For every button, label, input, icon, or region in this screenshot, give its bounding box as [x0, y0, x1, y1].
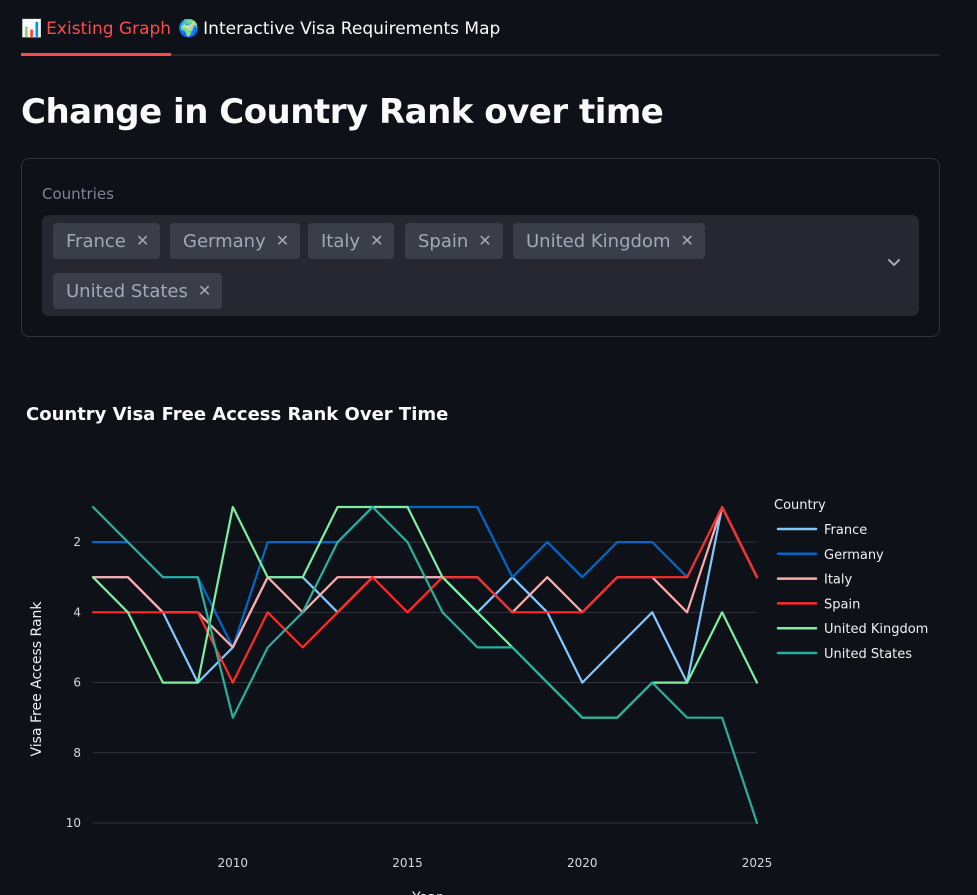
tag-label: United States — [66, 280, 188, 302]
series-line-united-states — [91, 505, 759, 825]
legend-entry: Spain — [824, 597, 860, 612]
chart-title: Country Visa Free Access Rank Over Time — [26, 404, 449, 425]
remove-tag-icon[interactable]: ✕ — [197, 281, 212, 300]
countries-multiselect[interactable]: France ✕ Germany ✕ Italy ✕ Spain ✕ Unite… — [42, 215, 919, 316]
tag-label: Germany — [183, 230, 266, 252]
y-tick-label: 4 — [73, 605, 81, 619]
legend-entry: France — [824, 523, 867, 538]
tag-label: Spain — [418, 230, 469, 252]
legend-entry: Germany — [824, 548, 884, 563]
tag-italy: Italy ✕ — [308, 223, 395, 259]
remove-tag-icon[interactable]: ✕ — [370, 231, 384, 250]
y-tick-label: 6 — [73, 676, 81, 690]
x-tick-label: 2025 — [742, 856, 773, 870]
remove-tag-icon[interactable]: ✕ — [275, 231, 290, 250]
tab-existing-graph[interactable]: 📊 Existing Graph — [21, 16, 172, 56]
x-axis-title: Year — [411, 890, 442, 895]
tag-label: Italy — [321, 230, 361, 252]
tag-united-kingdom: United Kingdom ✕ — [513, 223, 705, 259]
remove-tag-icon[interactable]: ✕ — [680, 231, 694, 250]
x-tick-label: 2010 — [218, 856, 249, 870]
globe-icon: 🌍 — [178, 19, 200, 39]
tag-united-states: United States ✕ — [53, 273, 223, 309]
x-tick-label: 2020 — [567, 856, 598, 870]
tag-label: France — [66, 230, 126, 252]
x-tick-label: 2015 — [392, 856, 423, 870]
line-chart: 2 4 6 8 10 2010 2015 2020 2025 Visa Free Access R… — [29, 498, 928, 895]
remove-tag-icon[interactable]: ✕ — [135, 231, 150, 250]
page-title: Change in Country Rank over time — [21, 92, 664, 132]
chevron-down-icon[interactable] — [887, 255, 901, 269]
tag-spain: Spain ✕ — [405, 223, 503, 259]
y-tick-label: 2 — [73, 535, 81, 549]
bar-chart-icon: 📊 — [21, 19, 43, 39]
countries-filter-panel: Countries France ✕ Germany ✕ Italy ✕ Spa… — [21, 158, 940, 337]
series-line-germany — [91, 505, 759, 649]
tag-germany: Germany ✕ — [170, 223, 301, 259]
y-axis-title: Visa Free Access Rank — [29, 601, 45, 757]
legend-entry: Italy — [824, 573, 853, 588]
y-tick-label: 8 — [73, 746, 81, 760]
legend-entry: United States — [824, 647, 912, 662]
tab-label: Interactive Visa Requirements Map — [203, 19, 501, 39]
tab-label: Existing Graph — [46, 19, 172, 39]
series-line-spain — [91, 505, 759, 684]
tag-label: United Kingdom — [526, 230, 671, 252]
tag-france: France ✕ — [53, 223, 161, 259]
tab-bar: 📊 Existing Graph 🌍 Interactive Visa Requ… — [21, 0, 940, 56]
countries-filter-label: Countries — [42, 185, 114, 203]
y-tick-label: 10 — [66, 816, 81, 830]
legend-title: Country — [774, 498, 826, 513]
remove-tag-icon[interactable]: ✕ — [478, 231, 492, 250]
legend-entry: United Kingdom — [824, 622, 928, 637]
tab-interactive-visa-map[interactable]: 🌍 Interactive Visa Requirements Map — [178, 16, 500, 56]
